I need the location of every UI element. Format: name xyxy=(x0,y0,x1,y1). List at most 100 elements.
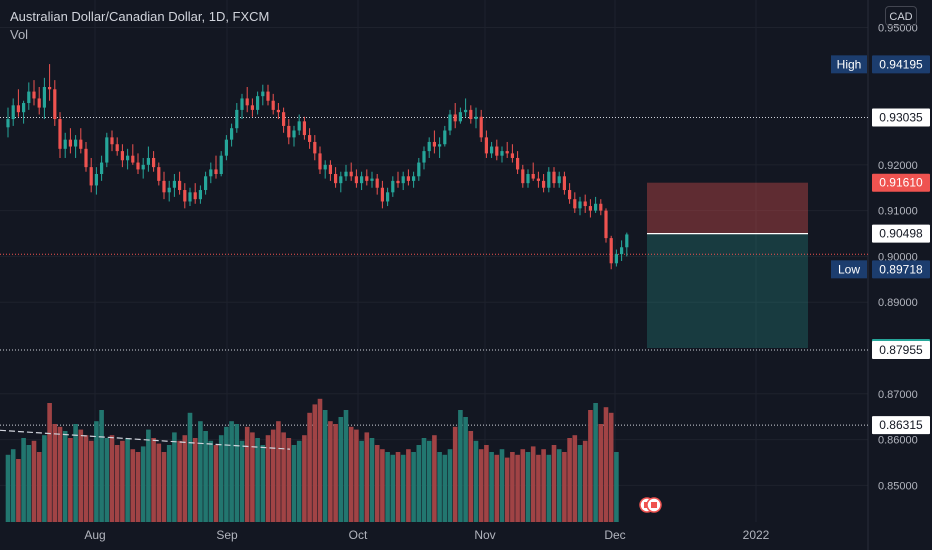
volume-bar xyxy=(109,435,115,522)
volume-bar xyxy=(291,445,297,522)
volume-bar xyxy=(322,410,328,522)
stop-price-label-value: 0.91610 xyxy=(879,176,923,190)
high-marker-label-bg xyxy=(831,55,867,74)
volume-indicator-label[interactable]: Vol xyxy=(10,27,29,42)
candle xyxy=(401,171,405,191)
volume-bar xyxy=(213,445,219,522)
volume-bar xyxy=(504,457,510,522)
short-position-tool[interactable] xyxy=(647,182,808,348)
volume-bar xyxy=(151,438,156,522)
volume-bar xyxy=(494,454,500,522)
candle xyxy=(557,171,561,188)
candle xyxy=(495,139,499,161)
candle-body xyxy=(204,176,208,191)
candle-body xyxy=(120,151,124,161)
candle-body xyxy=(526,174,530,184)
candle xyxy=(432,130,436,154)
candle xyxy=(276,103,280,120)
price-axis[interactable]: 0.950000.920000.910000.900000.890000.870… xyxy=(831,22,930,492)
candle xyxy=(500,146,504,163)
candle xyxy=(27,82,31,110)
price-tick-label: 0.87000 xyxy=(878,389,918,401)
low-marker: Low 0.89718 xyxy=(831,260,930,279)
candle-body xyxy=(308,135,312,142)
candle-body xyxy=(365,176,369,181)
volume-series xyxy=(5,398,619,522)
candle-body xyxy=(490,146,494,154)
time-tick-label: Oct xyxy=(349,528,368,542)
volume-bar xyxy=(120,440,125,522)
candle xyxy=(235,103,239,133)
candle-body xyxy=(63,139,67,149)
candle xyxy=(588,199,592,218)
candle xyxy=(412,171,416,188)
candle-body xyxy=(588,206,592,211)
candle xyxy=(16,89,20,117)
volume-bar xyxy=(307,412,312,522)
price-tick-label: 0.91000 xyxy=(878,206,918,218)
symbol-title[interactable]: Australian Dollar/Canadian Dollar, 1D, F… xyxy=(10,9,270,24)
candle-body xyxy=(505,151,509,154)
volume-bar xyxy=(78,429,84,522)
volume-bar xyxy=(218,435,224,522)
candle xyxy=(115,137,119,156)
candle-body xyxy=(79,139,83,149)
candle-body xyxy=(614,254,618,264)
candle-body xyxy=(292,130,296,138)
candle xyxy=(360,171,364,191)
price-tick-label: 0.89000 xyxy=(878,297,918,309)
volume-bar xyxy=(437,452,442,522)
candle xyxy=(464,98,468,117)
volume-bar xyxy=(62,431,68,522)
volume-bar xyxy=(187,412,193,522)
candle-body xyxy=(562,176,566,191)
candle-body xyxy=(126,155,130,161)
currency-button[interactable]: CAD xyxy=(885,6,917,26)
volume-bar xyxy=(125,438,130,522)
low-marker-label-bg xyxy=(831,260,867,279)
volume-bar xyxy=(411,452,416,522)
volume-bar xyxy=(229,421,234,522)
event-markers[interactable] xyxy=(639,497,662,513)
candle-body xyxy=(282,112,286,126)
price-tick-label: 0.86000 xyxy=(878,435,918,447)
candle xyxy=(297,114,301,136)
candle-body xyxy=(84,148,88,168)
candle xyxy=(100,155,104,181)
candle xyxy=(261,84,265,106)
candle xyxy=(157,162,161,186)
candle-body xyxy=(334,174,338,184)
candle-body xyxy=(115,144,119,152)
high-marker-label: High xyxy=(837,57,862,71)
candle-body xyxy=(110,137,114,145)
volume-bar xyxy=(198,421,203,522)
candle-body xyxy=(318,153,322,170)
candle xyxy=(573,192,577,213)
volume-bar xyxy=(234,424,240,522)
candle-body xyxy=(105,137,109,163)
time-axis[interactable]: Aug Sep Oct Nov Dec 2022 xyxy=(84,528,769,542)
candle xyxy=(516,151,520,174)
candle-body xyxy=(568,190,572,200)
candle xyxy=(94,167,98,195)
flag-mark xyxy=(651,502,657,508)
stop-price-label-bg xyxy=(872,173,930,192)
candle-body xyxy=(375,178,379,188)
volume-bar xyxy=(156,443,162,522)
candle-body xyxy=(178,180,182,191)
candle xyxy=(6,107,10,138)
candle-body xyxy=(6,119,10,128)
candle xyxy=(219,151,223,177)
candle-body xyxy=(536,178,540,181)
volume-bar xyxy=(374,445,380,522)
high-marker-bg xyxy=(872,55,930,74)
candle-body xyxy=(323,164,327,170)
candle xyxy=(105,132,109,168)
candle-body xyxy=(74,139,78,147)
volume-bar xyxy=(567,438,572,522)
volume-bar xyxy=(473,440,479,522)
candle xyxy=(37,87,41,115)
candle xyxy=(68,128,72,154)
